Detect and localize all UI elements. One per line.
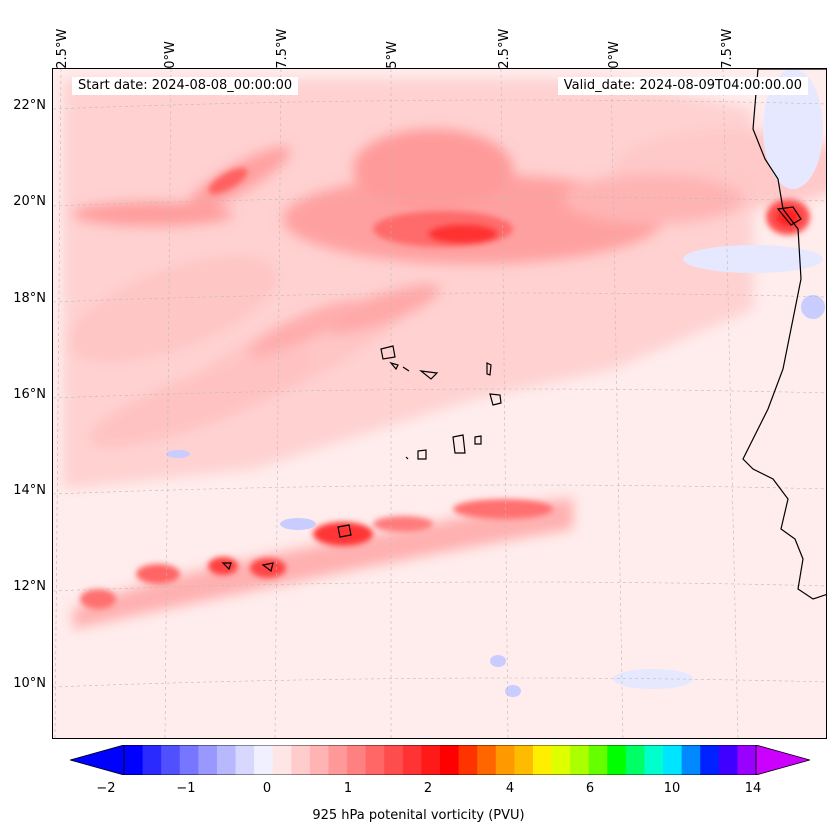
lat-label: 22°N — [13, 98, 46, 113]
colorbar-cell — [179, 745, 199, 775]
colorbar-cell — [328, 745, 348, 775]
colorbar-tick: 1 — [343, 781, 353, 796]
colorbar-title: 925 hPa potenital vorticity (PVU) — [312, 808, 525, 823]
valid-date-label: Valid_date: 2024-08-09T04:00:00.00 — [557, 77, 808, 95]
colorbar-cell — [663, 745, 683, 775]
field-strong-core — [208, 168, 810, 247]
colorbar-cell — [607, 745, 627, 775]
colorbar-tick: 4 — [505, 781, 515, 796]
colorbar-cell — [254, 745, 274, 775]
colorbar-cell — [347, 745, 367, 775]
colorbar-tick: 10 — [663, 781, 681, 796]
colorbar-cell — [551, 745, 571, 775]
colorbar-cell — [421, 745, 441, 775]
colorbar-cell — [384, 745, 404, 775]
colorbar-cell — [570, 745, 590, 775]
colorbar-cell — [588, 745, 608, 775]
colorbar-cell — [291, 745, 311, 775]
colorbar-cell — [495, 745, 515, 775]
field-negative-patches — [166, 69, 825, 697]
colorbar-tick: 14 — [744, 781, 762, 796]
field-southern-band — [73, 499, 573, 629]
lat-label: 10°N — [13, 676, 46, 691]
colorbar-cell — [365, 745, 385, 775]
colorbar-cell — [737, 745, 757, 775]
colorbar-under-arrow — [70, 745, 125, 775]
colorbar-tick: 0 — [262, 781, 272, 796]
colorbar-tick: −2 — [96, 781, 116, 796]
map-panel[interactable] — [52, 68, 827, 739]
colorbar-cell — [198, 745, 218, 775]
graticule — [53, 69, 826, 738]
colorbar-cell — [625, 745, 645, 775]
pv-field — [53, 69, 826, 738]
colorbar-cell — [532, 745, 553, 775]
lat-label: 20°N — [13, 194, 46, 209]
colorbar-cell — [124, 745, 144, 775]
colorbar-cell — [272, 745, 292, 775]
colorbar-cell — [477, 745, 497, 775]
colorbar-cell — [514, 745, 534, 775]
colorbar-cell — [681, 745, 701, 775]
colorbar-cell — [700, 745, 720, 775]
colorbar-cells — [124, 745, 757, 775]
colorbar-outline — [123, 745, 757, 775]
colorbar-cell — [718, 745, 738, 775]
colorbar-tick: 2 — [423, 781, 433, 796]
colorbar-cell — [458, 745, 478, 775]
lat-label: 16°N — [13, 387, 46, 402]
lat-label: 12°N — [13, 579, 46, 594]
colorbar-tick: −1 — [176, 781, 196, 796]
colorbar-cell — [216, 745, 237, 775]
colorbar-cell — [235, 745, 255, 775]
colorbar — [70, 745, 810, 775]
colorbar-cell — [309, 745, 329, 775]
lat-label: 14°N — [13, 483, 46, 498]
coastlines — [221, 69, 826, 600]
colorbar-over-arrow — [755, 745, 810, 775]
colorbar-cell — [142, 745, 162, 775]
start-date-label: Start date: 2024-08-08_00:00:00 — [72, 77, 299, 95]
colorbar-cell — [161, 745, 181, 775]
colorbar-cell — [402, 745, 422, 775]
colorbar-cell — [644, 745, 664, 775]
colorbar-tick: 6 — [585, 781, 595, 796]
lat-label: 18°N — [13, 291, 46, 306]
colorbar-cell — [440, 745, 460, 775]
